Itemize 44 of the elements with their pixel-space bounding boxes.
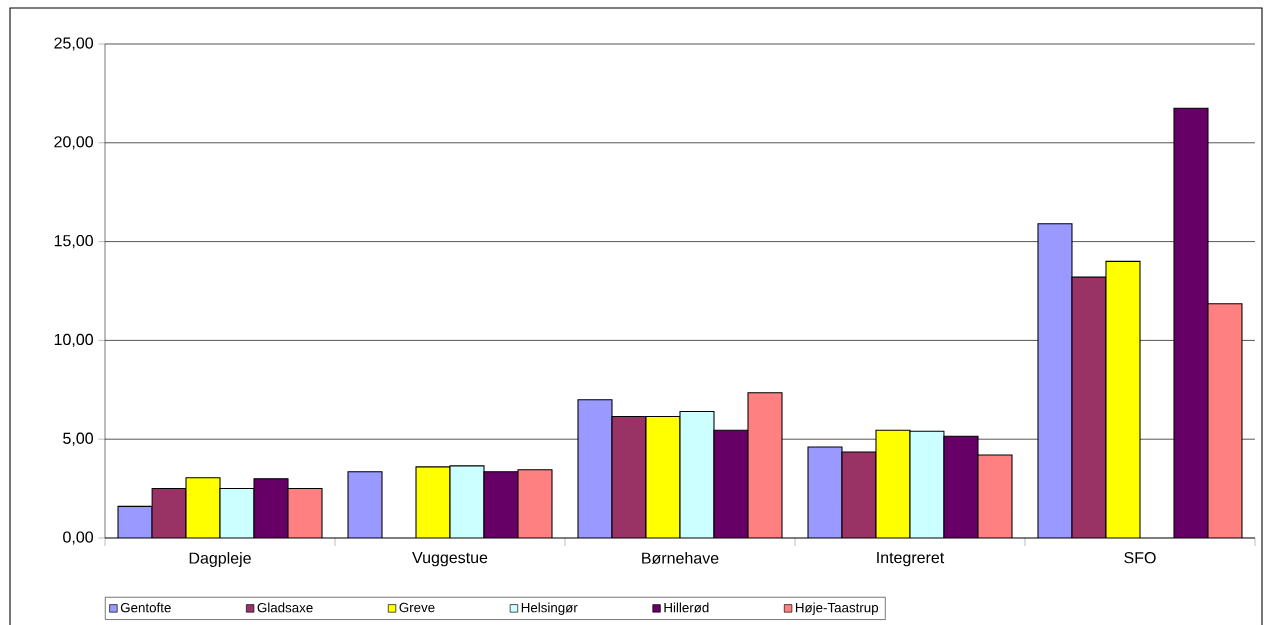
bar	[978, 454, 1012, 538]
y-tick-label: 25,00	[54, 37, 94, 51]
legend-label: Greve	[399, 602, 435, 613]
legend-label: Gentofte	[120, 602, 171, 613]
y-tick-label: 20,00	[54, 136, 94, 150]
bar	[680, 411, 714, 538]
bar	[288, 488, 323, 538]
x-tick-label: Vuggestue	[412, 552, 488, 567]
legend-label: Hillerød	[664, 602, 709, 613]
bar	[876, 430, 910, 538]
y-tick-label: 10,00	[54, 333, 94, 347]
bar	[348, 471, 382, 538]
bar	[748, 392, 782, 538]
bar	[152, 488, 187, 538]
bar	[808, 447, 842, 538]
x-tick-label: Integreret	[877, 552, 945, 567]
x-tick-label: Børnehave	[642, 552, 719, 564]
legend-label: Gladsaxe	[257, 602, 313, 613]
bar	[416, 466, 451, 538]
bar	[1207, 303, 1243, 538]
bar	[909, 430, 945, 538]
bar	[220, 488, 255, 538]
bar	[1037, 223, 1073, 538]
legend-label: Helsingør	[521, 602, 578, 615]
bar	[612, 416, 646, 538]
bar	[1071, 276, 1107, 538]
bar	[714, 430, 748, 538]
bar	[578, 399, 612, 538]
x-tick-label: SFO	[1124, 552, 1156, 564]
bar	[254, 478, 289, 538]
bar	[518, 469, 552, 538]
x-tick-label: Dagpleje	[189, 552, 251, 567]
bar	[646, 416, 680, 538]
bar	[450, 465, 484, 538]
legend-label: Høje-Taastrup	[795, 602, 879, 615]
bar	[186, 477, 221, 538]
bar	[1105, 260, 1141, 538]
y-tick-label: 5,00	[63, 432, 94, 446]
bar	[484, 471, 518, 538]
bar	[1173, 107, 1209, 538]
bar	[943, 436, 978, 538]
bar	[842, 452, 876, 538]
y-tick-label: 15,00	[54, 234, 94, 249]
y-tick-label: 0,00	[63, 531, 94, 545]
